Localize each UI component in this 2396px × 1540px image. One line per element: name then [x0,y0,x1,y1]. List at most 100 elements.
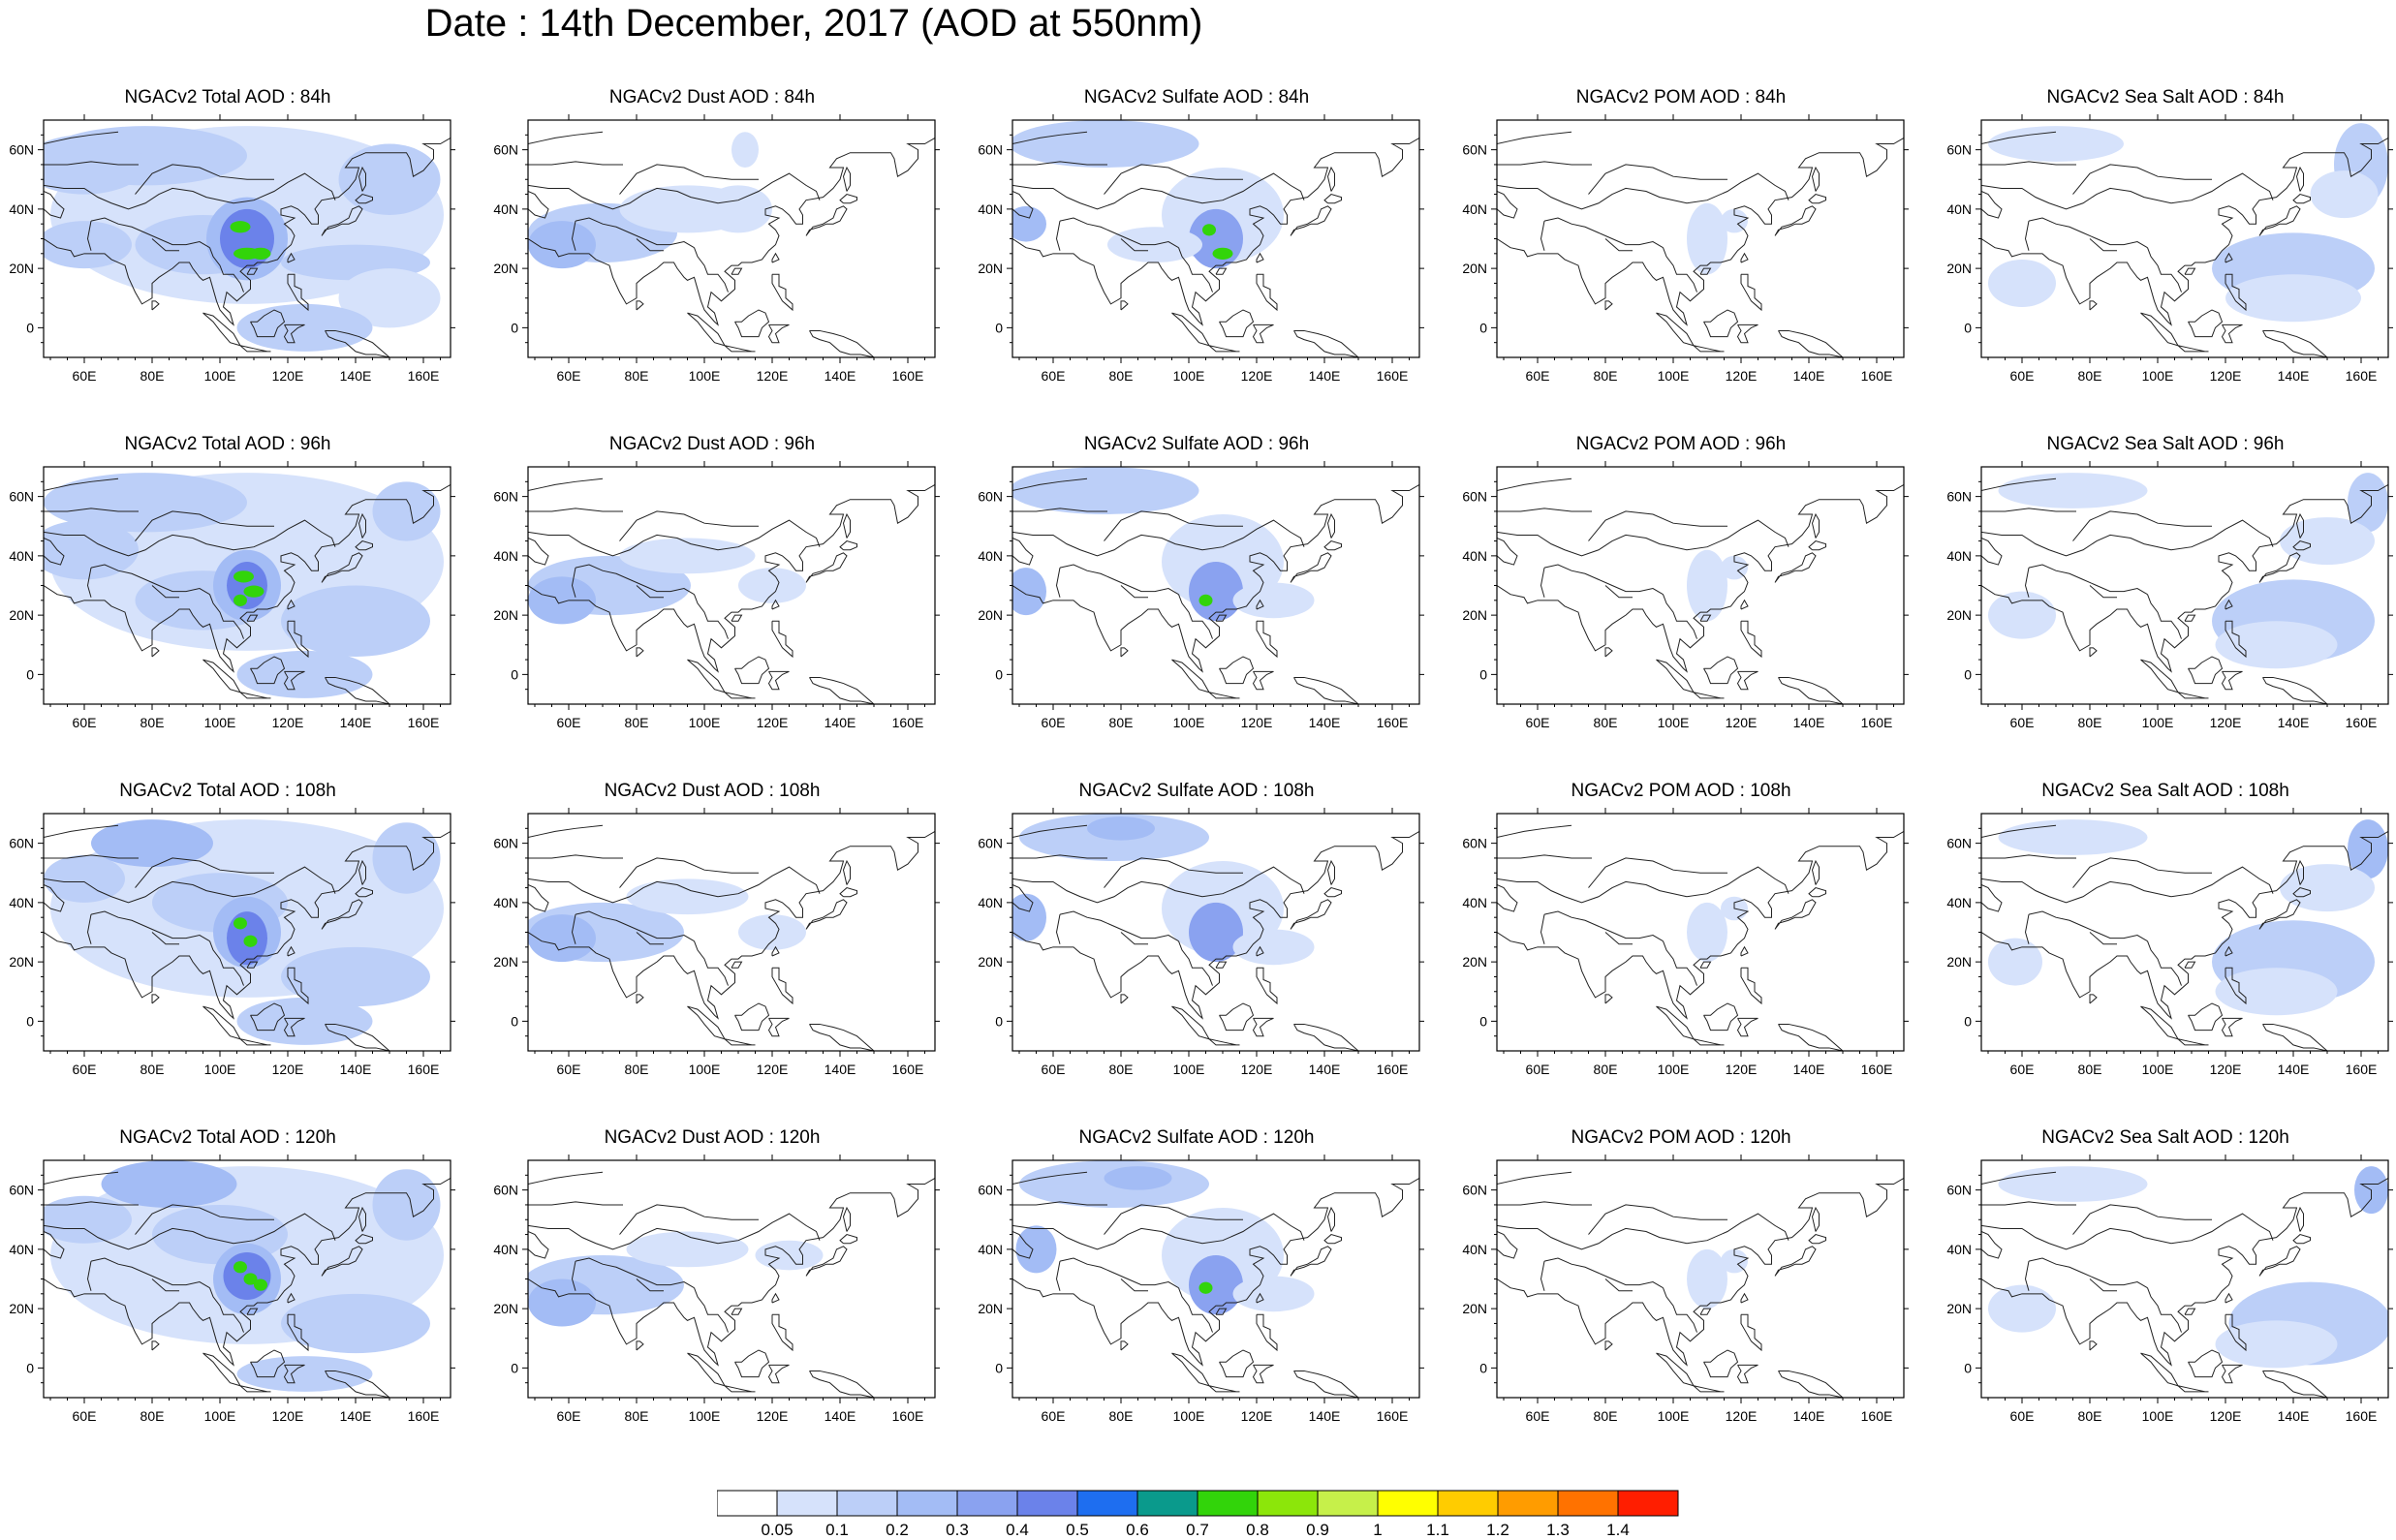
colorbar-bin [896,1490,958,1517]
map-plot: 60N 40N 20N 0 60E 80E 100E 120E 140E 160E [978,1155,1424,1424]
lat-tick-label: 40N [493,895,518,910]
coastline [1497,161,1592,166]
lon-tick-label: 140E [825,715,856,730]
lat-tick-label: 20N [978,1301,1003,1316]
coastline [1740,273,1762,312]
coastline [2225,599,2233,610]
lon-tick-label: 160E [2346,1062,2378,1077]
colorbar-bin [1617,1490,1679,1517]
coastline [1663,594,1697,639]
lon-tick-label: 160E [1377,1408,1409,1424]
lon-tick-label: 140E [2278,368,2310,384]
coastline [636,300,644,311]
coastline [1497,884,1518,912]
coastline [2292,540,2311,551]
aod-contour [338,268,441,328]
coastline [2089,300,2098,311]
aod-contour [1687,902,1727,963]
coastline [1656,1005,1696,1040]
aod-contour [233,570,254,583]
coastline [694,247,729,293]
coastline [2089,1278,2117,1292]
aod-contour [731,132,759,168]
coastline [1588,857,1727,888]
lon-tick-label: 80E [1594,368,1618,384]
coastline [44,866,336,904]
aod-contour [2215,1320,2338,1369]
colorbar-bin [1317,1490,1379,1517]
aod-contour [1015,1225,1057,1274]
map-panel-total-108h: NGACv2 Total AOD : 108h 60N 40N 20N 0 60E 80E 1… [0,781,455,1096]
coastline [771,252,780,263]
lon-tick-label: 120E [2210,1408,2242,1424]
coastline [771,945,780,957]
lon-tick-label: 120E [272,368,304,384]
coastline [135,164,274,195]
coastline [767,323,790,344]
coastline [528,161,623,166]
map-panel-sulfate-120h: NGACv2 Sulfate AOD : 120h 60N 40N 20N 0 60E 80… [969,1127,1424,1443]
colorbar-label: 0.5 [1066,1521,1089,1539]
map-panel-total-96h: NGACv2 Total AOD : 96h 60N 40N 20N 0 60E 80E 10… [0,434,455,750]
coastline [1497,508,1592,512]
coastline [1208,1038,1240,1046]
lat-tick-label: 40N [9,895,34,910]
lon-tick-label: 80E [1109,1408,1134,1424]
aod-contour [626,1231,749,1268]
lon-tick-label: 60E [1526,1062,1550,1077]
coastline [1055,568,1061,598]
map-plot: 60N 40N 20N 0 60E 80E 100E 120E 140E 160E [493,461,940,730]
lon-tick-label: 140E [825,1062,856,1077]
coastline [2221,670,2243,691]
coastline [1497,1231,1518,1259]
colorbar-label: 0.2 [886,1521,909,1539]
coastline [2292,194,2311,204]
lat-tick-label: 40N [9,201,34,217]
aod-contour [1988,259,2056,307]
coastline [2221,1364,2243,1384]
lon-tick-label: 140E [340,368,372,384]
lat-tick-label: 20N [1462,607,1487,623]
coastline [1497,824,1572,838]
aod-field [44,1160,451,1398]
aod-contour [44,221,132,269]
coastline [151,238,179,252]
coastline [1811,1206,1820,1232]
coastline [1256,599,1264,610]
lon-tick-label: 100E [1658,1062,1690,1077]
map-plot: 60N 40N 20N 0 60E 80E 100E 120E 140E 160E [493,114,940,384]
map-plot: 60N 40N 20N 0 60E 80E 100E 120E 140E 160E [1462,114,1909,384]
coastline [1663,940,1697,986]
coastline [2072,164,2212,195]
lat-tick-label: 0 [511,1360,518,1375]
coastline [151,585,179,599]
coastline [44,1171,119,1185]
coastline [2292,887,2311,898]
panel-title: NGACv2 POM AOD : 120h [1571,1127,1791,1148]
aod-contour [254,1278,267,1291]
lat-tick-label: 60N [9,836,34,851]
coastline [528,519,821,557]
aod-contour [1988,126,2124,162]
coastline [135,857,274,888]
lat-tick-label: 60N [1462,142,1487,158]
coastline [1543,910,1664,942]
lon-tick-label: 160E [2346,368,2378,384]
coastline [2221,1017,2243,1037]
coastline [1178,1287,1213,1333]
coastline [209,247,244,293]
coastline [1059,910,1179,942]
coastline [1808,1234,1826,1245]
coastline [287,1313,309,1352]
lat-tick-label: 20N [1946,607,1972,623]
coastline [287,599,296,610]
coastline [1215,614,1228,622]
map-plot: 60N 40N 20N 0 60E 80E 100E 120E 140E 160E [978,461,1424,730]
coastline [1120,300,1129,311]
lat-tick-label: 20N [9,607,34,623]
lon-tick-label: 100E [1658,1408,1690,1424]
coastline [358,166,366,192]
coastline [1323,1234,1342,1245]
aod-contour [1232,929,1315,966]
aod-contour [230,221,251,233]
